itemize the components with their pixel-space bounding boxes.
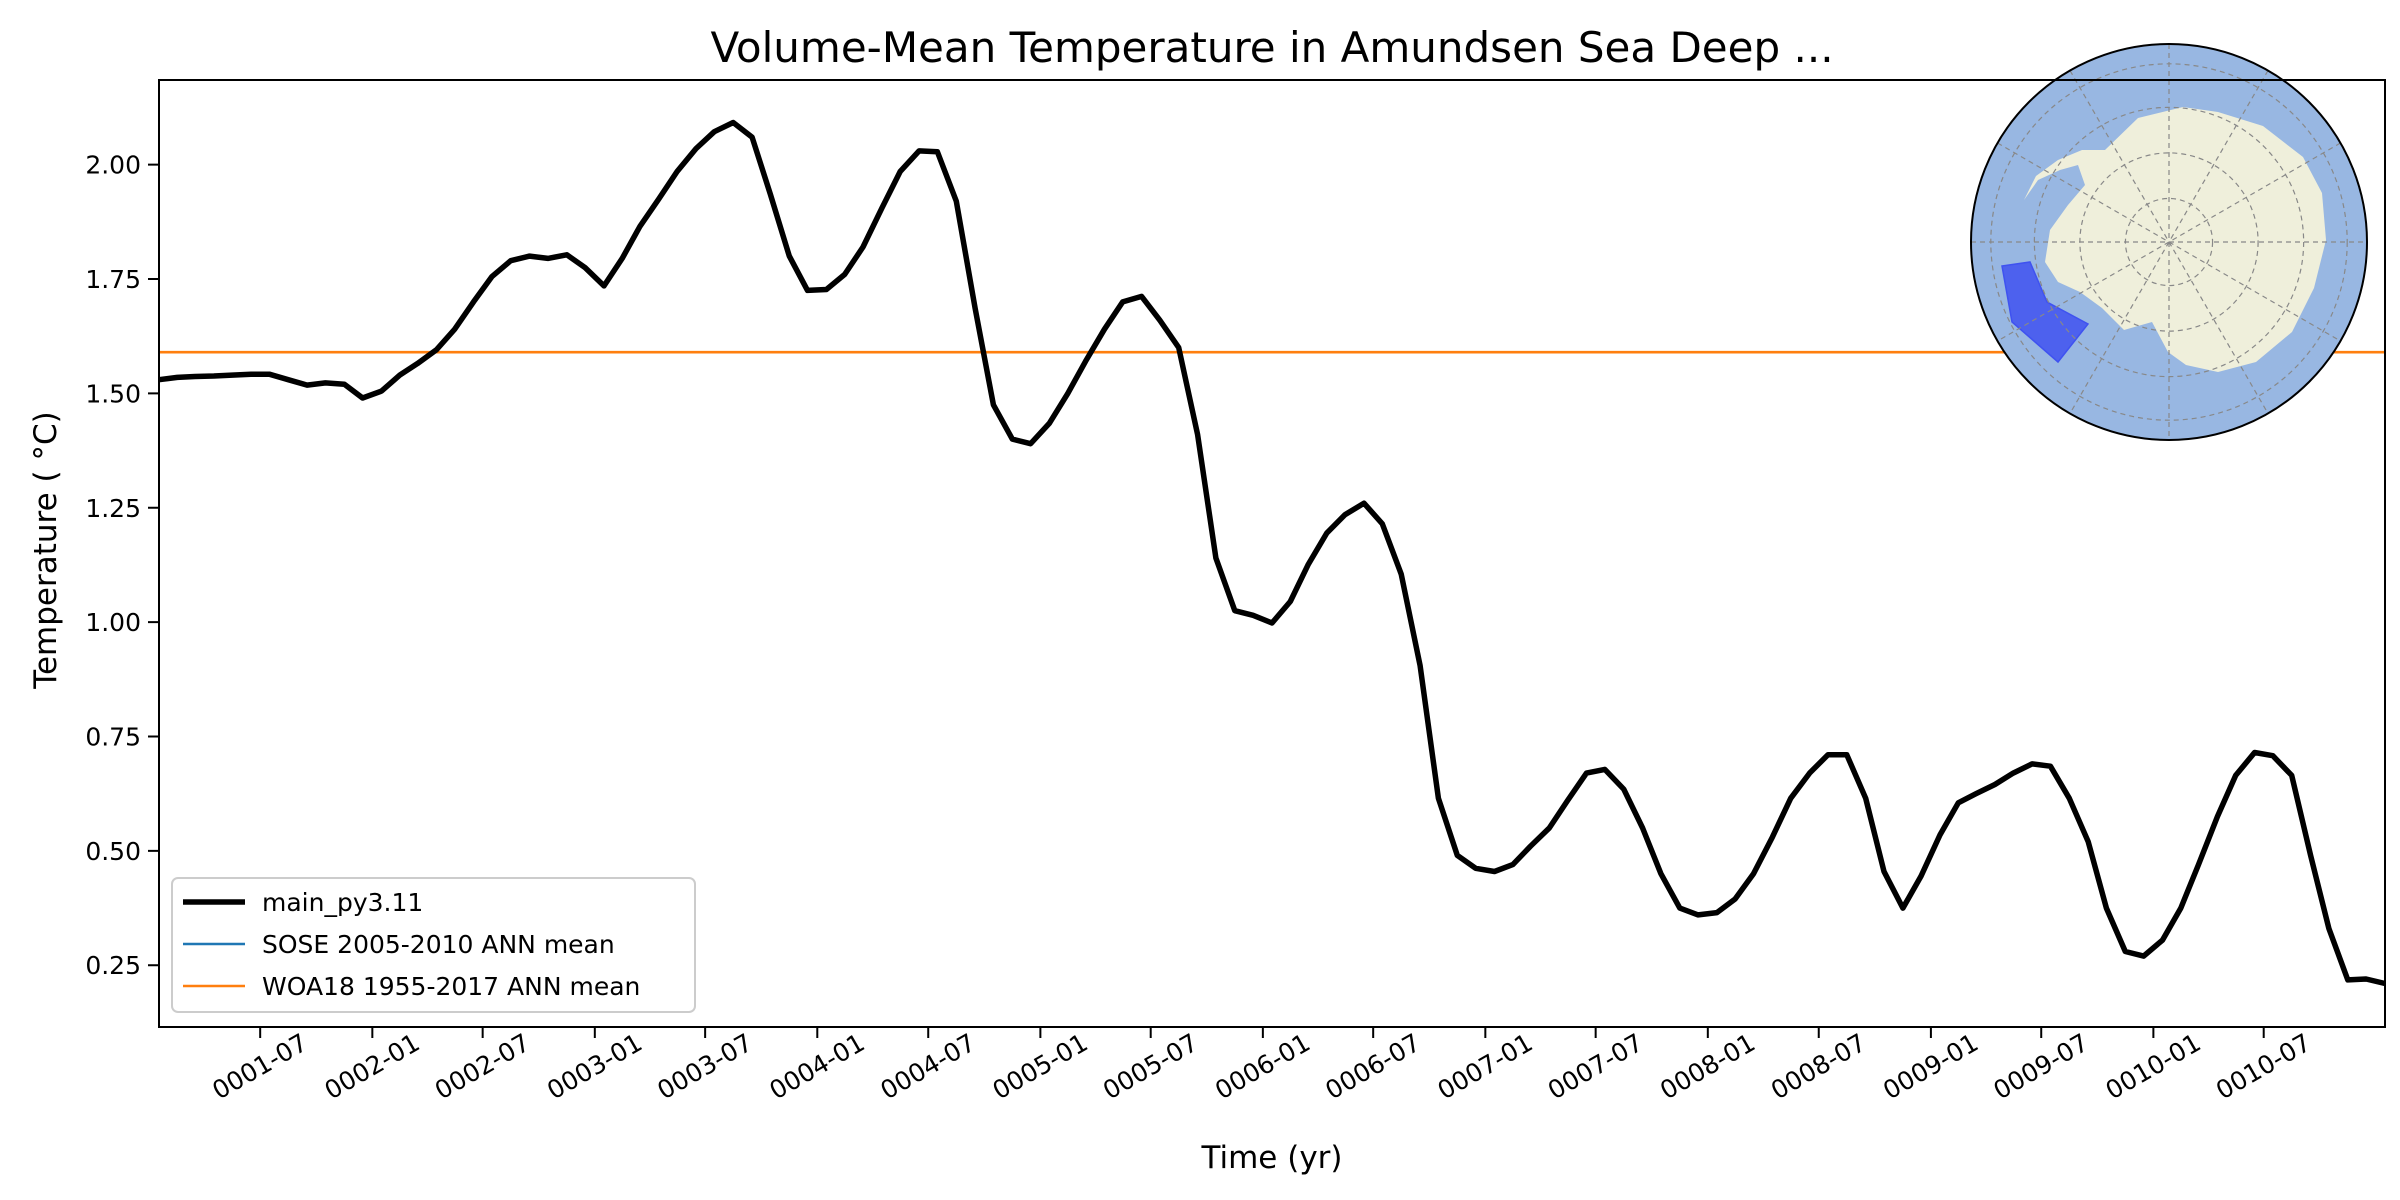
x-tick-label: 0004-01 (765, 1028, 870, 1105)
x-axis-label: Time (yr) (1201, 1140, 1343, 1176)
x-tick-label: 0002-07 (430, 1028, 535, 1105)
y-axis-label: Temperature ( °C) (28, 411, 64, 689)
x-tick-label: 0001-07 (207, 1028, 312, 1105)
inset-land (2024, 107, 2326, 372)
x-tick-label: 0007-07 (1543, 1028, 1648, 1105)
inset-graticule (1997, 142, 2341, 342)
x-tick-label: 0005-01 (988, 1028, 1093, 1105)
x-tick-label: 0006-01 (1210, 1028, 1315, 1105)
x-tick-label: 0007-01 (1433, 1028, 1538, 1105)
y-tick-label: 0.50 (85, 837, 141, 866)
y-tick-label: 0.75 (85, 722, 141, 751)
x-tick-label: 0003-07 (652, 1028, 757, 1105)
inset-map (1970, 43, 2368, 441)
x-tick-label: 0006-07 (1320, 1028, 1425, 1105)
x-tick-label: 0004-07 (875, 1028, 980, 1105)
chart-title: Volume-Mean Temperature in Amundsen Sea … (710, 23, 1833, 72)
x-tick-label: 0002-01 (320, 1028, 425, 1105)
x-tick-label: 0010-07 (2211, 1028, 2316, 1105)
legend-label: main_py3.11 (262, 888, 423, 917)
x-tick-label: 0008-07 (1766, 1028, 1871, 1105)
legend: main_py3.11 SOSE 2005-2010 ANN mean WOA18 … (171, 877, 696, 1013)
y-tick-label: 0.25 (85, 951, 141, 980)
y-tick-label: 1.00 (85, 608, 141, 637)
legend-label: SOSE 2005-2010 ANN mean (262, 930, 615, 959)
x-tick-label: 0009-01 (1878, 1028, 1983, 1105)
main-series-line (158, 119, 2386, 987)
inset-border (1970, 43, 2368, 441)
y-tick-label: 1.50 (85, 379, 141, 408)
legend-label: WOA18 1955-2017 ANN mean (262, 972, 640, 1001)
x-tick-label: 0008-01 (1655, 1028, 1760, 1105)
y-tick-label: 2.00 (85, 151, 141, 180)
y-axis-ticks: 0.25 0.50 0.75 1.00 1.25 1.50 1.75 2.00 (85, 151, 159, 980)
inset-region (2001, 261, 2090, 364)
y-tick-label: 1.75 (85, 265, 141, 294)
x-tick-label: 0003-01 (542, 1028, 647, 1105)
y-tick-label: 1.25 (85, 494, 141, 523)
x-axis-ticks: 0001-07 0002-01 0002-07 0003-01 0003-07 0004-… (207, 1027, 2316, 1105)
x-tick-label: 0009-07 (1988, 1028, 2093, 1105)
legend-box (171, 877, 696, 1013)
x-tick-label: 0010-01 (2101, 1028, 2206, 1105)
plot-frame (158, 79, 2386, 1028)
x-tick-label: 0005-07 (1098, 1028, 1203, 1105)
